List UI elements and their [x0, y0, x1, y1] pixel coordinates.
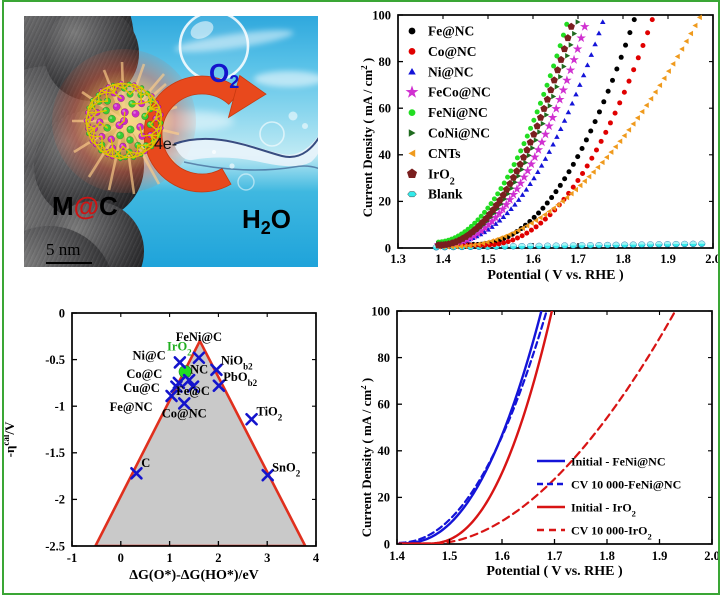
svg-text:60: 60 — [378, 398, 391, 412]
svg-text:20: 20 — [379, 195, 392, 209]
svg-text:Fe@NC: Fe@NC — [110, 400, 153, 414]
svg-text:2: 2 — [215, 551, 221, 565]
svg-text:60: 60 — [379, 102, 392, 116]
svg-text:CNTs: CNTs — [428, 146, 461, 161]
svg-text:C: C — [141, 456, 150, 470]
svg-text:1.9: 1.9 — [652, 549, 668, 563]
svg-text:1.4: 1.4 — [435, 252, 451, 266]
svg-text:FeCo@NC: FeCo@NC — [428, 85, 491, 100]
svg-text:CV 10 000-FeNi@NC: CV 10 000-FeNi@NC — [571, 477, 681, 491]
svg-text:1.8: 1.8 — [599, 549, 615, 563]
svg-text:2.0: 2.0 — [705, 252, 718, 266]
svg-text:-2: -2 — [55, 493, 65, 507]
svg-text:Potential ( V vs. RHE ): Potential ( V vs. RHE ) — [486, 564, 623, 579]
svg-text:0: 0 — [384, 537, 390, 551]
svg-text:0: 0 — [59, 306, 65, 320]
svg-text:-1: -1 — [67, 551, 77, 565]
svg-text:1.5: 1.5 — [480, 252, 496, 266]
svg-text:4: 4 — [313, 551, 320, 565]
svg-text:1.7: 1.7 — [547, 549, 563, 563]
svg-text:Fe@NC: Fe@NC — [428, 24, 474, 39]
svg-text:FeNi@NC: FeNi@NC — [428, 105, 488, 120]
svg-text:1.9: 1.9 — [660, 252, 676, 266]
svg-text:Blank: Blank — [428, 187, 463, 202]
svg-text:1.6: 1.6 — [494, 549, 510, 563]
svg-text:Current Density ( mA / cm2 ): Current Density ( mA / cm2 ) — [361, 58, 375, 218]
svg-text:80: 80 — [379, 55, 392, 69]
svg-text:-1.5: -1.5 — [45, 446, 65, 460]
svg-text:Cu@C: Cu@C — [123, 381, 160, 395]
svg-text:100: 100 — [372, 8, 391, 22]
svg-text:NC: NC — [190, 363, 208, 377]
svg-text:0: 0 — [385, 241, 391, 255]
svg-text:Initial - FeNi@NC: Initial - FeNi@NC — [571, 454, 666, 468]
svg-text:Fe@C: Fe@C — [176, 384, 210, 398]
svg-text:2.0: 2.0 — [704, 549, 720, 563]
svg-text:20: 20 — [378, 491, 391, 505]
svg-text:1.7: 1.7 — [570, 252, 586, 266]
svg-text:Co@C: Co@C — [126, 367, 162, 381]
svg-text:40: 40 — [379, 148, 392, 162]
svg-text:-2.5: -2.5 — [45, 539, 65, 553]
svg-text:Co@NC: Co@NC — [428, 44, 477, 59]
svg-text:Ni@C: Ni@C — [133, 349, 166, 363]
svg-text:0: 0 — [118, 551, 124, 565]
svg-text:Current Density ( mA / cm2 ): Current Density ( mA / cm2 ) — [361, 378, 374, 538]
svg-text:1.6: 1.6 — [525, 252, 541, 266]
svg-text:ΔG(O*)-ΔG(HO*)/eV: ΔG(O*)-ΔG(HO*)/eV — [129, 568, 259, 583]
svg-text:Ni@NC: Ni@NC — [428, 64, 474, 79]
svg-text:-1: -1 — [55, 400, 65, 414]
svg-text:1.4: 1.4 — [389, 549, 405, 563]
svg-text:Co@NC: Co@NC — [162, 406, 207, 420]
svg-text:CoNi@NC: CoNi@NC — [428, 126, 490, 141]
svg-text:1.3: 1.3 — [390, 252, 406, 266]
svg-text:3: 3 — [264, 551, 270, 565]
svg-text:100: 100 — [371, 304, 390, 318]
svg-text:Potential ( V vs. RHE ): Potential ( V vs. RHE ) — [487, 268, 624, 283]
svg-text:40: 40 — [378, 444, 391, 458]
svg-text:1.8: 1.8 — [615, 252, 631, 266]
svg-text:1.5: 1.5 — [442, 549, 458, 563]
svg-text:80: 80 — [378, 351, 391, 365]
svg-text:-0.5: -0.5 — [45, 353, 65, 367]
svg-text:1: 1 — [166, 551, 172, 565]
